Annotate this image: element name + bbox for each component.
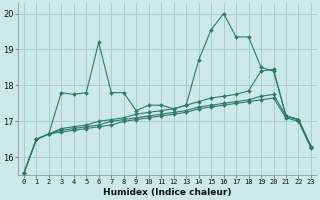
X-axis label: Humidex (Indice chaleur): Humidex (Indice chaleur) — [103, 188, 232, 197]
